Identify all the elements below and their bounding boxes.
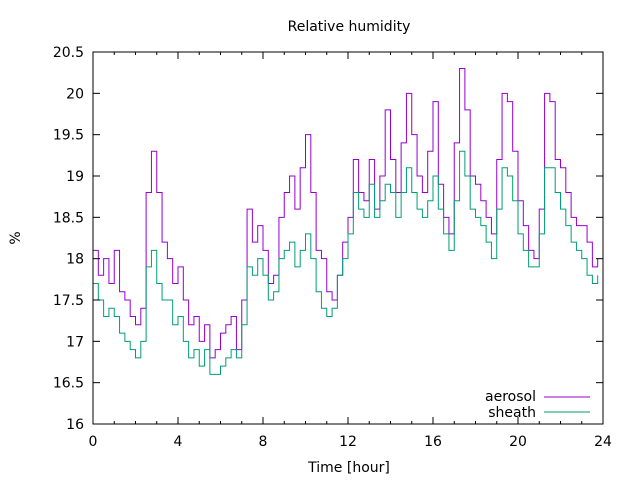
series-layer (93, 68, 599, 375)
x-axis-label: Time [hour] (307, 460, 390, 476)
series-line-sheath (93, 150, 599, 375)
x-tick-label: 16 (424, 434, 442, 450)
y-axis-label: % (8, 231, 24, 244)
y-tick-label: 19 (66, 169, 84, 185)
ticks-layer: 16 16.5 17 17.5 18 18.5 19 19.5 20 20.5 0 4 8 12 16 20 2… (53, 45, 612, 450)
y-tick-label: 20 (66, 86, 84, 102)
x-tick-label: 8 (259, 434, 268, 450)
y-tick-label: 19.5 (53, 128, 84, 144)
legend: aerosol sheath (485, 389, 590, 421)
y-tick-label: 16 (66, 417, 84, 433)
y-tick-label: 20.5 (53, 45, 84, 61)
chart-title: Relative humidity (288, 19, 411, 35)
x-tick-label: 4 (174, 434, 183, 450)
x-tick-label: 20 (509, 434, 527, 450)
y-tick-label: 18 (66, 252, 84, 268)
x-tick-label: 0 (89, 434, 98, 450)
y-tick-label: 16.5 (53, 376, 84, 392)
y-tick-label: 18.5 (53, 210, 84, 226)
series-line-aerosol (93, 68, 599, 359)
legend-label-aerosol: aerosol (485, 389, 536, 405)
x-tick-label: 24 (594, 434, 612, 450)
x-tick-label: 12 (339, 434, 357, 450)
legend-label-sheath: sheath (488, 405, 536, 421)
y-tick-label: 17 (66, 334, 84, 350)
y-tick-label: 17.5 (53, 293, 84, 309)
